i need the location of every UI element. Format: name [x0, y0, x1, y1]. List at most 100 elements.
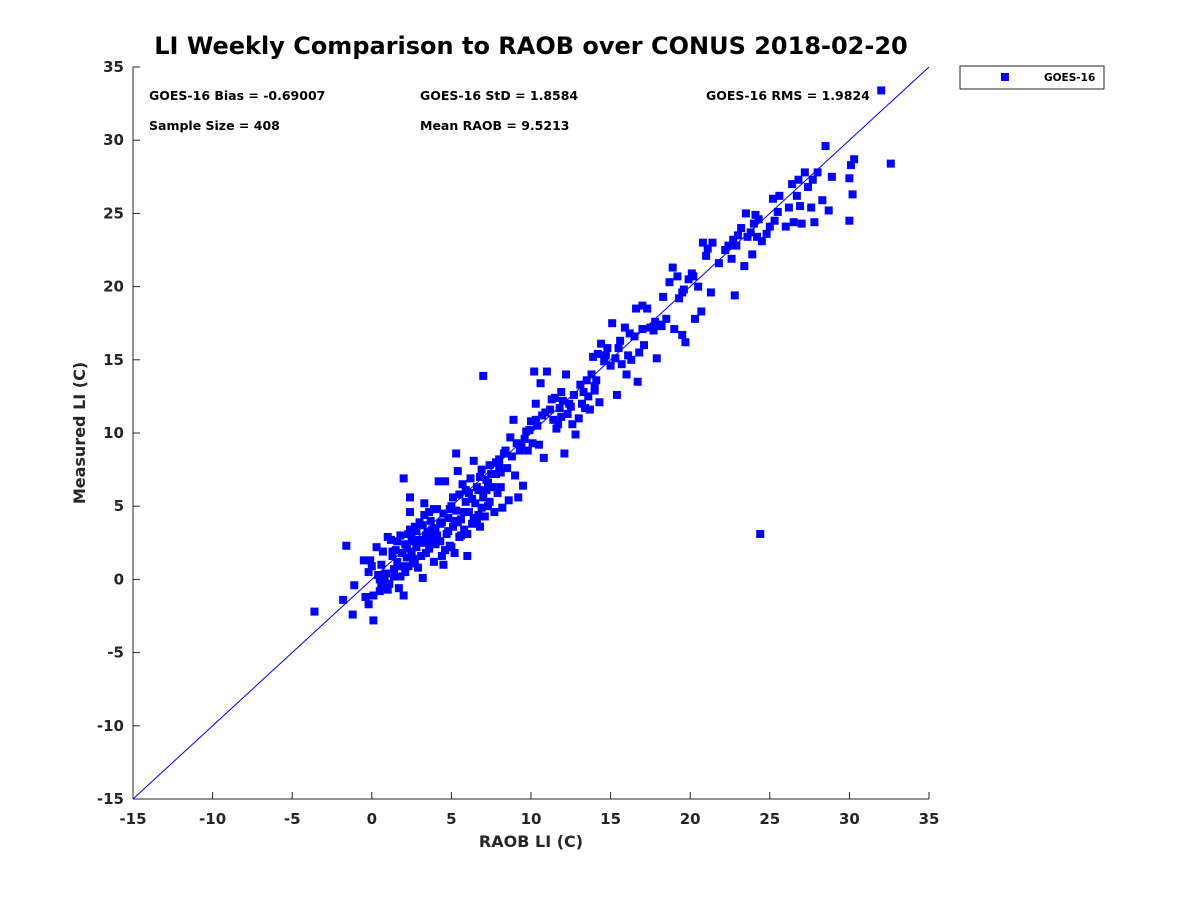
- data-point: [792, 191, 801, 200]
- data-point: [616, 336, 625, 345]
- data-point: [824, 206, 833, 215]
- data-point: [471, 499, 480, 508]
- data-point: [477, 503, 486, 512]
- data-point: [372, 543, 381, 552]
- data-point: [632, 304, 641, 313]
- data-point: [461, 497, 470, 506]
- data-point: [399, 591, 408, 600]
- data-point: [407, 547, 416, 556]
- data-point: [574, 414, 583, 423]
- data-point: [496, 483, 505, 492]
- y-tick-label: 15: [103, 351, 124, 369]
- data-point: [444, 527, 453, 536]
- data-point: [512, 439, 521, 448]
- data-point: [404, 530, 413, 539]
- chart-title: LI Weekly Comparison to RAOB over CONUS …: [154, 32, 907, 60]
- data-point: [796, 202, 805, 211]
- data-point: [606, 361, 615, 370]
- x-tick-label: 15: [600, 810, 621, 828]
- data-point: [491, 469, 500, 478]
- data-point: [702, 251, 711, 260]
- data-point: [523, 446, 532, 455]
- data-point: [369, 591, 378, 600]
- data-point: [589, 352, 598, 361]
- data-point: [681, 338, 690, 347]
- data-point: [482, 486, 491, 495]
- data-point: [601, 351, 610, 360]
- data-point: [364, 600, 373, 609]
- data-point: [421, 531, 430, 540]
- data-point: [461, 486, 470, 495]
- data-point: [706, 288, 715, 297]
- data-point: [447, 543, 456, 552]
- data-point: [668, 263, 677, 272]
- data-point: [423, 537, 432, 546]
- x-tick-label: -15: [119, 810, 146, 828]
- data-point: [678, 288, 687, 297]
- data-point: [388, 547, 397, 556]
- data-point: [339, 595, 348, 604]
- data-point: [487, 469, 496, 478]
- y-tick-label: 30: [103, 131, 124, 149]
- data-point: [488, 483, 497, 492]
- data-point: [506, 433, 515, 442]
- data-point: [846, 161, 855, 170]
- data-point: [390, 565, 399, 574]
- data-point: [453, 518, 462, 527]
- data-point: [472, 483, 481, 492]
- legend-box: [959, 65, 1105, 90]
- data-point: [797, 219, 806, 228]
- data-point: [571, 430, 580, 439]
- data-point: [845, 216, 854, 225]
- sample-size-annotation: Sample Size = 408: [149, 118, 280, 133]
- data-point: [394, 584, 403, 593]
- data-point: [579, 388, 588, 397]
- data-point: [886, 159, 895, 168]
- rms-annotation: GOES-16 RMS = 1.9824: [706, 88, 870, 103]
- data-point: [484, 478, 493, 487]
- data-point: [415, 535, 424, 544]
- data-point: [455, 490, 464, 499]
- y-tick-label: 25: [103, 204, 124, 222]
- x-tick-label: 25: [759, 810, 780, 828]
- data-point: [439, 509, 448, 518]
- data-point: [466, 474, 475, 483]
- data-point: [684, 275, 693, 284]
- data-point: [614, 344, 623, 353]
- data-point: [375, 587, 384, 596]
- data-point: [412, 543, 421, 552]
- data-point: [515, 446, 524, 455]
- data-point: [477, 465, 486, 474]
- data-point: [595, 398, 604, 407]
- data-point: [757, 237, 766, 246]
- data-point: [367, 562, 376, 571]
- data-point: [781, 222, 790, 231]
- data-point: [501, 446, 510, 455]
- data-point: [511, 471, 520, 480]
- data-point: [495, 462, 504, 471]
- data-point: [590, 382, 599, 391]
- data-point: [528, 439, 537, 448]
- data-point: [558, 396, 567, 405]
- data-point: [813, 168, 822, 177]
- data-point: [652, 354, 661, 363]
- data-point: [388, 551, 397, 560]
- data-point: [413, 563, 422, 572]
- data-point: [690, 314, 699, 323]
- data-point: [479, 371, 488, 380]
- data-point: [364, 568, 373, 577]
- data-point: [590, 386, 599, 395]
- data-point: [665, 278, 674, 287]
- data-point: [651, 317, 660, 326]
- data-point: [703, 244, 712, 253]
- data-point: [788, 180, 797, 189]
- data-point: [729, 235, 738, 244]
- x-tick-label: -5: [284, 810, 301, 828]
- data-point: [463, 530, 472, 539]
- y-tick-label: -5: [107, 644, 124, 662]
- bias-annotation: GOES-16 Bias = -0.69007: [149, 88, 325, 103]
- y-tick-label: 35: [103, 58, 124, 76]
- data-point: [743, 232, 752, 241]
- data-point: [582, 376, 591, 385]
